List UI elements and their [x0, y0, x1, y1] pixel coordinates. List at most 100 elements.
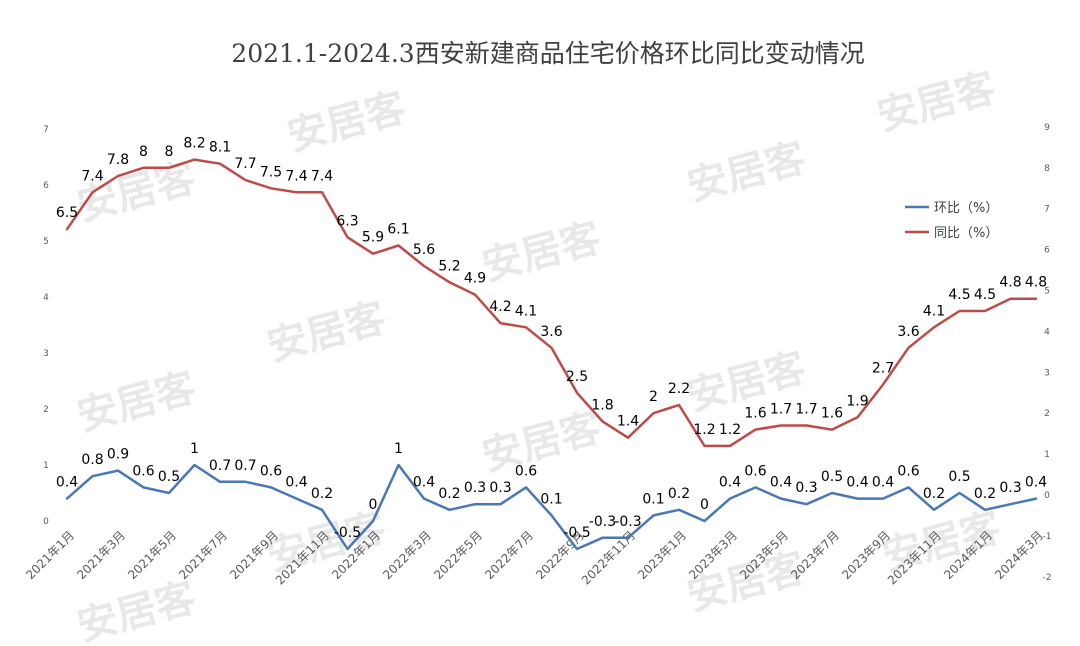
- data-label-yoy: 1.2: [693, 422, 715, 438]
- data-label-yoy: 6.3: [336, 213, 358, 229]
- data-label-yoy: 4.2: [489, 299, 511, 315]
- chart-title: 2021.1-2024.3西安新建商品住宅价格环比同比变动情况: [231, 39, 864, 68]
- left-axis-tick: 4: [43, 293, 49, 303]
- data-label-yoy: 1.2: [719, 422, 741, 438]
- data-label-mom: 0.2: [311, 486, 333, 502]
- data-label-mom: 0.2: [668, 486, 690, 502]
- data-label-mom: 0.2: [438, 486, 460, 502]
- series-line-mom: [65, 463, 1038, 551]
- data-label-yoy: 2.2: [668, 381, 690, 397]
- data-label-mom: 0.6: [744, 463, 766, 479]
- right-axis-tick: 3: [1044, 368, 1050, 378]
- data-label-mom: 0.6: [132, 463, 154, 479]
- data-label-mom: 0.4: [846, 475, 868, 491]
- data-label-mom: 0.2: [923, 486, 945, 502]
- data-label-yoy: 4.5: [974, 287, 996, 303]
- right-axis-tick: 0: [1044, 491, 1050, 501]
- data-label-mom: 0.3: [999, 480, 1021, 496]
- data-label-mom: 0.4: [1025, 475, 1047, 491]
- left-axis-tick: 7: [43, 125, 49, 135]
- data-label-mom: 0.3: [464, 480, 486, 496]
- right-axis-tick: 8: [1044, 164, 1050, 174]
- data-label-mom: 0.4: [872, 475, 894, 491]
- data-label-yoy: 7.4: [311, 168, 333, 184]
- data-label-mom: 1: [190, 441, 199, 457]
- data-label-yoy: 3.6: [897, 324, 919, 340]
- data-label-yoy: 4.1: [923, 303, 945, 319]
- series-line-yoy: [65, 158, 1038, 448]
- data-label-mom: 0.5: [948, 469, 970, 485]
- data-label-yoy: 6.1: [387, 222, 409, 238]
- data-label-mom: 0.8: [81, 452, 103, 468]
- data-label-mom: 0.6: [260, 463, 282, 479]
- data-label-mom: 0.6: [515, 463, 537, 479]
- right-axis-tick: 2: [1044, 409, 1050, 419]
- data-label-mom: 0.3: [489, 480, 511, 496]
- right-axis-tick: -1: [1043, 532, 1052, 542]
- left-axis-tick: 5: [43, 237, 49, 247]
- data-label-yoy: 7.7: [234, 156, 256, 172]
- data-label-mom: 0.7: [209, 458, 231, 474]
- right-axis-tick: 6: [1044, 246, 1050, 256]
- data-label-yoy: 1.6: [821, 406, 843, 422]
- data-label-yoy: 1.8: [591, 397, 613, 413]
- left-axis-tick: 2: [43, 405, 49, 415]
- data-label-mom: 0: [700, 497, 709, 513]
- data-label-mom: -0.3: [589, 514, 616, 530]
- data-label-mom: -0.5: [334, 525, 361, 541]
- data-label-yoy: 7.8: [107, 152, 129, 168]
- data-label-yoy: 4.5: [948, 287, 970, 303]
- data-label-mom: -0.3: [614, 514, 641, 530]
- data-label-yoy: 5.9: [362, 230, 384, 246]
- left-axis-tick: 1: [43, 461, 49, 471]
- right-axis-tick: 5: [1044, 287, 1050, 297]
- data-label-mom: 0.5: [821, 469, 843, 485]
- right-axis-tick: -2: [1043, 573, 1052, 583]
- data-label-mom: -0.5: [563, 525, 590, 541]
- data-label-yoy: 2.5: [566, 369, 588, 385]
- left-axis-tick: 6: [43, 181, 49, 191]
- data-label-mom: 0.9: [107, 447, 129, 463]
- data-label-yoy: 5.2: [438, 258, 460, 274]
- data-label-mom: 0.7: [234, 458, 256, 474]
- right-axis-tick: 1: [1044, 450, 1050, 460]
- right-axis-tick: 9: [1044, 123, 1050, 133]
- data-label-mom: 0.4: [413, 475, 435, 491]
- right-axis: -2 -1 0 1 2 3 4 5 6 7 8 9: [1043, 123, 1052, 583]
- data-label-yoy: 1.6: [744, 406, 766, 422]
- series-lines: [65, 158, 1038, 551]
- data-label-mom: 0.6: [897, 463, 919, 479]
- data-label-yoy: 1.9: [846, 393, 868, 409]
- data-label-mom: 0.5: [158, 469, 180, 485]
- data-label-yoy: 8: [139, 144, 148, 160]
- data-label-yoy: 8.2: [183, 136, 205, 152]
- data-label-yoy: 4.8: [1025, 275, 1047, 291]
- data-label-yoy: 1.7: [795, 401, 817, 417]
- data-label-yoy: 5.6: [413, 242, 435, 258]
- data-label-mom: 0.4: [719, 475, 741, 491]
- legend-label-mom: 环比（%）: [934, 201, 998, 216]
- data-label-yoy: 8: [165, 144, 174, 160]
- right-axis-tick: 4: [1044, 327, 1050, 337]
- left-axis-tick: 0: [43, 517, 49, 527]
- data-label-yoy: 1.7: [770, 401, 792, 417]
- data-label-yoy: 3.6: [540, 324, 562, 340]
- data-label-mom: 0: [369, 497, 378, 513]
- data-label-yoy: 2: [649, 389, 658, 405]
- data-label-mom: 1: [394, 441, 403, 457]
- data-label-yoy: 6.5: [56, 205, 78, 221]
- data-label-mom: 0.2: [974, 486, 996, 502]
- data-label-yoy: 1.4: [617, 414, 639, 430]
- right-axis-tick: 7: [1044, 205, 1050, 215]
- data-label-yoy: 7.4: [81, 168, 103, 184]
- data-label-mom: 0.1: [642, 491, 664, 507]
- data-label-yoy: 4.1: [515, 303, 537, 319]
- data-label-mom: 0.3: [795, 480, 817, 496]
- legend-label-yoy: 同比（%）: [934, 226, 998, 241]
- left-axis: 0 1 2 3 4 5 6 7: [43, 125, 49, 527]
- data-label-mom: 0.4: [770, 475, 792, 491]
- legend: 环比（%） 同比（%）: [905, 201, 998, 241]
- data-label-yoy: 2.7: [872, 361, 894, 377]
